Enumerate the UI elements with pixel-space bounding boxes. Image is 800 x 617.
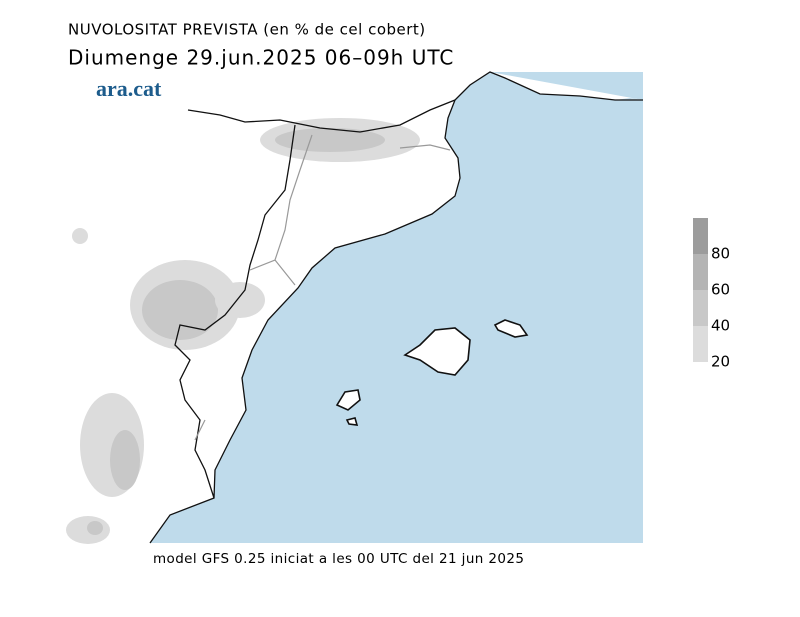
- colorbar-band: [693, 326, 708, 362]
- title: NUVOLOSITAT PREVISTA (en % de cel cobert…: [68, 21, 426, 39]
- colorbar-tick-label: 40: [711, 317, 730, 335]
- colorbar-band: [693, 254, 708, 290]
- mallorca: [403, 327, 471, 376]
- sea: [150, 72, 643, 543]
- colorbar-tick-label: 80: [711, 245, 730, 263]
- map: [66, 71, 643, 544]
- colorbar-band: [693, 290, 708, 326]
- aragon-border: [174, 124, 296, 499]
- eivissa: [335, 389, 361, 411]
- colorbar: 20 40 60 80: [693, 218, 730, 371]
- colorbar-tick-label: 20: [711, 353, 730, 371]
- subtitle: Diumenge 29.jun.2025 06–09h UTC: [68, 46, 454, 70]
- province-borders: [194, 134, 451, 441]
- northern-border: [187, 99, 456, 133]
- formentera: [345, 417, 359, 426]
- colorbar-tick-label: 60: [711, 281, 730, 299]
- menorca: [493, 319, 529, 338]
- coastline: [149, 71, 643, 544]
- colorbar-band: [693, 218, 708, 254]
- logo: ara.cat: [96, 76, 162, 101]
- footer: model GFS 0.25 iniciat a les 00 UTC del …: [153, 551, 524, 567]
